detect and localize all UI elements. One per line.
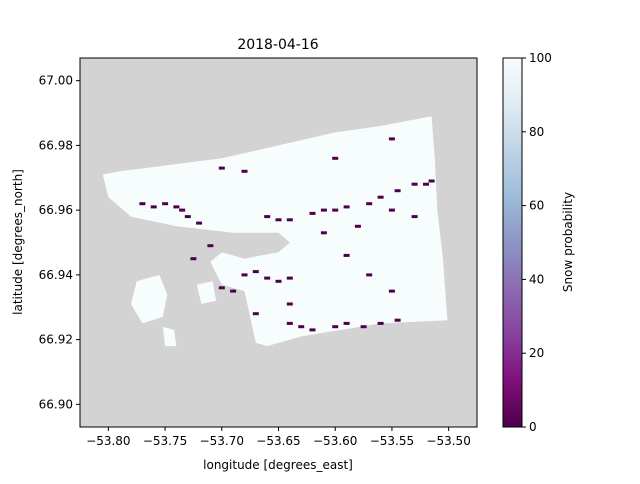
low-snow-patch <box>298 325 305 329</box>
snow-region <box>102 116 448 347</box>
snow-island-3 <box>196 281 217 304</box>
x-tick-label: −53.65 <box>256 434 300 448</box>
low-snow-patch <box>320 231 327 235</box>
x-tick-label: −53.60 <box>313 434 357 448</box>
chart-title: 2018-04-16 <box>237 37 318 53</box>
low-snow-patch <box>218 166 225 170</box>
y-axis-label: latitude [degrees_north] <box>11 169 25 315</box>
low-snow-patch <box>252 270 259 274</box>
heatmap-layer <box>102 116 448 347</box>
low-snow-patch <box>394 318 401 322</box>
low-snow-patch <box>394 189 401 193</box>
colorbar <box>502 57 523 428</box>
low-snow-patch <box>309 328 316 332</box>
low-snow-patch <box>150 205 157 209</box>
low-snow-patch <box>332 208 339 212</box>
y-tick-label: 67.00 <box>39 74 73 88</box>
snow-island-1 <box>131 274 168 324</box>
low-snow-patch <box>218 286 225 290</box>
low-snow-patch <box>343 205 350 209</box>
low-snow-patch <box>286 321 293 325</box>
colorbar-tick-label: 20 <box>529 346 544 360</box>
y-tick-label: 66.94 <box>39 268 73 282</box>
low-snow-patch <box>173 205 180 209</box>
low-snow-patch <box>354 224 361 228</box>
low-snow-patch <box>411 182 418 186</box>
low-snow-patch <box>428 179 435 183</box>
low-snow-patch <box>388 289 395 293</box>
low-snow-patch <box>241 273 248 277</box>
colorbar-tick-label: 40 <box>529 272 544 286</box>
low-snow-patch <box>388 208 395 212</box>
low-snow-patch <box>343 321 350 325</box>
low-snow-patch <box>286 218 293 222</box>
low-snow-patch <box>332 156 339 160</box>
low-snow-patch <box>332 325 339 329</box>
low-snow-patch <box>320 208 327 212</box>
colorbar-tick-label: 100 <box>529 51 552 65</box>
low-snow-patch <box>207 244 214 248</box>
low-snow-patch <box>184 215 191 219</box>
low-snow-patch <box>309 211 316 215</box>
low-snow-patch <box>139 202 146 206</box>
x-tick-label: −53.50 <box>426 434 470 448</box>
colorbar-label: Snow probability <box>561 192 575 292</box>
low-snow-patch <box>241 169 248 173</box>
low-snow-patch <box>252 312 259 316</box>
low-snow-patch <box>190 257 197 261</box>
low-snow-patch <box>366 273 373 277</box>
y-tick-label: 66.96 <box>39 203 73 217</box>
low-snow-patch <box>388 137 395 141</box>
low-snow-patch <box>230 289 237 293</box>
low-snow-patch <box>275 218 282 222</box>
colorbar-tick-label: 0 <box>529 420 537 434</box>
low-snow-patch <box>264 276 271 280</box>
x-tick-label: −53.70 <box>200 434 244 448</box>
low-snow-patch <box>275 279 282 283</box>
low-snow-patch <box>366 202 373 206</box>
y-tick-label: 66.92 <box>39 333 73 347</box>
low-snow-patch <box>162 202 169 206</box>
x-tick-label: −53.55 <box>370 434 414 448</box>
low-snow-patch <box>411 215 418 219</box>
colorbar-tick-label: 80 <box>529 125 544 139</box>
low-snow-patch <box>377 195 384 199</box>
low-snow-patch <box>196 221 203 225</box>
low-snow-patch <box>343 253 350 257</box>
x-axis: −53.80 −53.75 −53.70 −53.65 −53.60 −53.55 −53.… <box>86 427 471 448</box>
low-snow-patch <box>377 321 384 325</box>
x-tick-label: −53.75 <box>143 434 187 448</box>
low-snow-patch <box>286 302 293 306</box>
colorbar-axis: 0 20 40 60 80 100 <box>522 51 552 434</box>
y-tick-label: 66.98 <box>39 138 73 152</box>
low-snow-patch <box>264 215 271 219</box>
low-snow-patch <box>360 325 367 329</box>
y-axis: 66.90 66.92 66.94 66.96 66.98 67.00 <box>39 74 80 411</box>
x-tick-label: −53.80 <box>86 434 130 448</box>
low-snow-patch <box>423 182 429 186</box>
colorbar-tick-label: 60 <box>529 199 544 213</box>
y-tick-label: 66.90 <box>39 397 73 411</box>
low-snow-patch <box>286 276 293 280</box>
snow-island-2 <box>162 326 177 347</box>
low-snow-patch <box>179 208 186 212</box>
x-axis-label: longitude [degrees_east] <box>203 458 353 472</box>
